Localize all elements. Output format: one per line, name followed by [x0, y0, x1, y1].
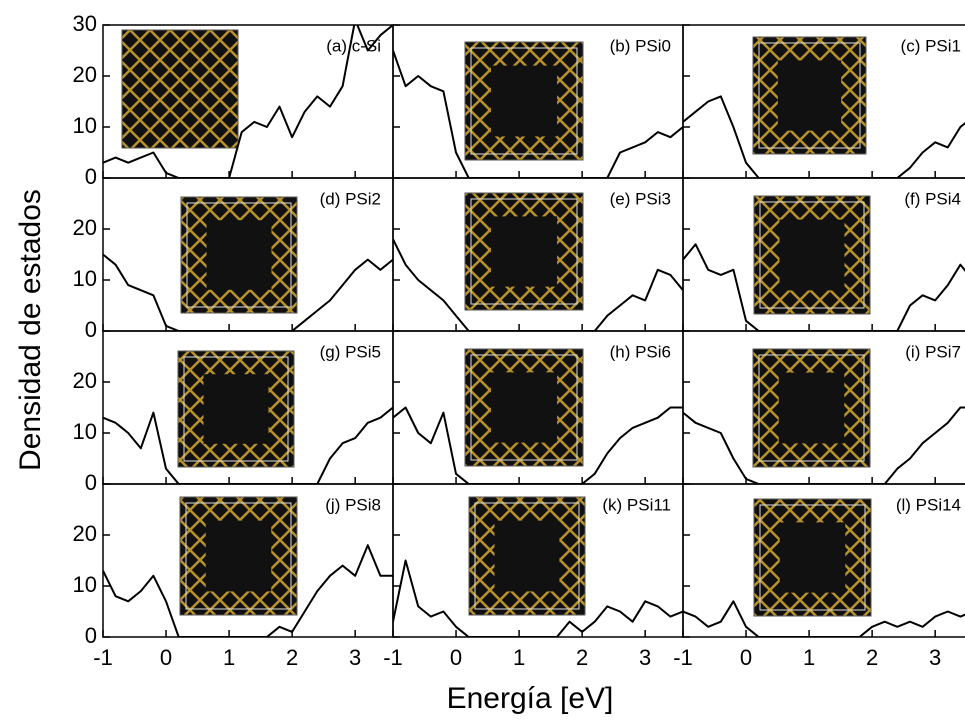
x-tick-label: 3 — [639, 645, 651, 670]
y-axis-title: Densidad de estados — [14, 189, 47, 471]
panel: (b) PSi0 — [393, 25, 683, 178]
panel-label: (l) PSi14 — [896, 495, 961, 514]
panel-label: (i) PSi7 — [905, 342, 961, 361]
y-tick-label: 0 — [85, 164, 97, 189]
inset-pore — [207, 220, 272, 290]
x-axis-title: Energía [eV] — [447, 682, 614, 715]
inset-pore — [491, 372, 557, 442]
x-tick-label: 2 — [286, 645, 298, 670]
x-tick-label: 0 — [740, 645, 752, 670]
panel: 0 10 20 (g) PSi5 — [73, 331, 393, 495]
x-tick-label: 1 — [223, 645, 235, 670]
inset-pore — [780, 522, 846, 592]
x-tick-label: 1 — [513, 645, 525, 670]
x-tick-label: 3 — [349, 645, 361, 670]
y-tick-label: 20 — [73, 215, 97, 240]
inset-pore — [779, 373, 845, 444]
panel: (i) PSi7 — [683, 331, 965, 484]
panel-label: (h) PSi6 — [610, 342, 671, 361]
inset-pore — [491, 216, 557, 286]
panel-label: (f) PSi4 — [904, 189, 961, 208]
y-tick-label: 10 — [73, 266, 97, 291]
y-tick-label: 20 — [73, 368, 97, 393]
y-tick-label: 0 — [85, 317, 97, 342]
panel-label: (c) PSi1 — [901, 36, 961, 55]
panel-label: (d) PSi2 — [320, 189, 381, 208]
y-tick-label: 20 — [73, 521, 97, 546]
x-tick-label: -1 — [93, 645, 113, 670]
y-tick-label: 10 — [73, 419, 97, 444]
inset-pore — [495, 521, 560, 592]
panel-label: (g) PSi5 — [320, 342, 381, 361]
x-tick-label: -1 — [383, 645, 403, 670]
panel: (h) PSi6 — [393, 331, 683, 484]
inset-pore — [780, 220, 845, 291]
inset-pore — [204, 374, 269, 444]
inset-image — [122, 30, 238, 148]
y-tick-label: 20 — [73, 62, 97, 87]
x-tick-label: 2 — [576, 645, 588, 670]
y-tick-label: 0 — [85, 470, 97, 495]
y-tick-label: 30 — [73, 11, 97, 36]
panel-label: (k) PSi11 — [602, 495, 671, 514]
panel: 0 10 20 30 (a) c-Si — [73, 11, 393, 189]
panel-label: (j) PSi8 — [325, 495, 381, 514]
x-tick-label: 3 — [929, 645, 941, 670]
x-tick-label: 0 — [450, 645, 462, 670]
x-tick-label: -1 — [673, 645, 693, 670]
panel-label: (b) PSi0 — [610, 36, 671, 55]
inset-pore — [206, 521, 272, 592]
x-tick-label: 0 — [160, 645, 172, 670]
panel: -1 0 1 2 3 (l) PSi14 — [673, 484, 965, 670]
panel: 0 10 20 (d) PSi2 — [73, 178, 393, 342]
panel-label: (e) PSi3 — [610, 189, 671, 208]
x-tick-label: 2 — [866, 645, 878, 670]
figure: Densidad de estados Energía [eV] 0102030… — [0, 0, 965, 720]
panel: (f) PSi4 — [683, 178, 965, 331]
y-tick-label: 10 — [73, 572, 97, 597]
panel: -1 0 1 2 3 (k) PSi11 — [383, 484, 683, 670]
x-tick-label: 1 — [803, 645, 815, 670]
inset-pore — [491, 66, 557, 137]
inset-pore — [778, 60, 841, 130]
panel: (e) PSi3 — [393, 178, 683, 331]
panel-label: (a) c-Si — [326, 36, 381, 55]
panel: (c) PSi1 — [683, 25, 965, 178]
y-tick-label: 10 — [73, 113, 97, 138]
